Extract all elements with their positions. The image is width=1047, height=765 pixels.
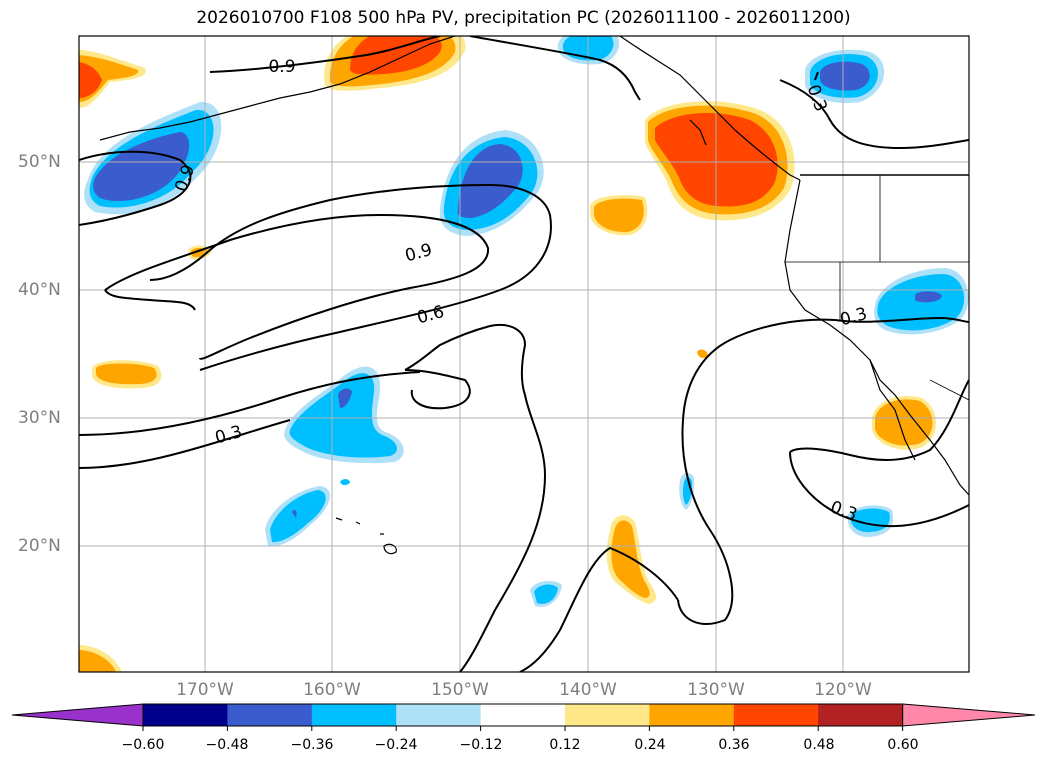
colorbar-segment	[311, 704, 397, 726]
coastlines	[99, 36, 969, 555]
lon-label: 150°W	[431, 680, 489, 700]
lon-label: 140°W	[559, 680, 617, 700]
lon-label: 170°W	[176, 680, 234, 700]
colorbar-tick-label: 0.60	[887, 737, 919, 753]
colorbar-tick-label: 0.12	[549, 737, 581, 753]
colorbar-segment	[818, 704, 904, 726]
lat-label: 40°N	[18, 280, 61, 300]
colorbar-tick-label: −0.12	[459, 737, 503, 753]
colorbar-tick-label: −0.24	[374, 737, 418, 753]
colorbar-segment	[227, 704, 313, 726]
colorbar-tick-label: −0.48	[205, 737, 249, 753]
map-title: 2026010700 F108 500 hPa PV, precipitatio…	[196, 8, 851, 28]
colorbar-tick-label: −0.60	[121, 737, 165, 753]
lat-label: 20°N	[18, 536, 61, 556]
colorbar-tick-label: 0.24	[634, 737, 666, 753]
colorbar-frame	[142, 703, 904, 727]
colorbar-tick-label: −0.36	[290, 737, 334, 753]
colorbar-segment	[143, 704, 228, 726]
pv-contours	[79, 36, 969, 672]
colorbar-segment	[480, 704, 566, 726]
colorbar-tick-label: 0.36	[718, 737, 750, 753]
graticule	[79, 36, 969, 672]
colorbar-tick-label: 0.48	[803, 737, 835, 753]
colorbar	[11, 703, 1036, 731]
lat-label: 50°N	[18, 152, 61, 172]
plot-frame	[78, 35, 970, 673]
colorbar-segment	[565, 704, 650, 726]
colorbar-extend-min	[11, 703, 144, 727]
colorbar-extend-max	[902, 703, 1036, 727]
colorbar-segment	[733, 704, 819, 726]
lon-label: 120°W	[814, 680, 872, 700]
colorbar-segment	[396, 704, 482, 726]
contour-labels: 0.9 0.9 0.9 0.6 0.3 0.3 0.3 0.3	[171, 57, 869, 525]
lon-label: 130°W	[687, 680, 745, 700]
lat-label: 30°N	[18, 408, 61, 428]
lon-label: 160°W	[303, 680, 361, 700]
contour-label: 0.9	[268, 57, 295, 77]
colorbar-segment	[649, 704, 735, 726]
